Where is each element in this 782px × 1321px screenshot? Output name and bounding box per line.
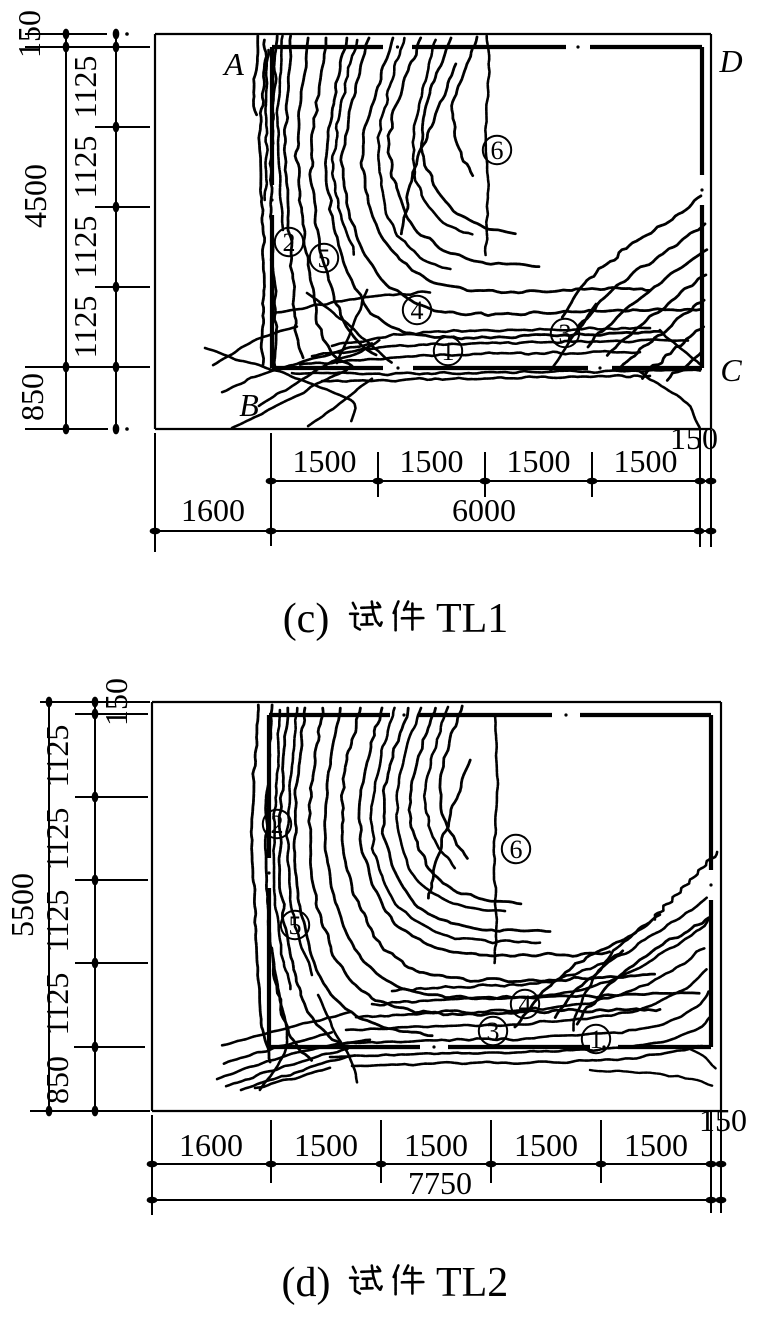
svg-text:1500: 1500 [400,443,464,479]
svg-text:TL2: TL2 [436,1260,508,1306]
svg-text:1: 1 [590,1025,603,1054]
svg-text:6: 6 [510,835,523,864]
svg-text:1125: 1125 [39,808,75,871]
svg-text:1125: 1125 [67,56,103,119]
svg-text:150: 150 [670,420,718,456]
svg-text:3: 3 [487,1017,500,1046]
svg-text:(d): (d) [282,1260,331,1306]
svg-text:850: 850 [39,1056,75,1104]
svg-text:1600: 1600 [179,1127,243,1163]
svg-text:4: 4 [519,990,532,1019]
svg-text:1600: 1600 [181,492,245,528]
svg-text:(c): (c) [283,596,330,642]
svg-text:1125: 1125 [67,136,103,199]
svg-text:1500: 1500 [293,443,357,479]
svg-text:150: 150 [699,1102,747,1138]
svg-text:1125: 1125 [39,890,75,953]
svg-text:1500: 1500 [404,1127,468,1163]
svg-text:1500: 1500 [294,1127,358,1163]
svg-text:A: A [222,46,244,82]
svg-text:5: 5 [318,244,331,273]
svg-text:1500: 1500 [514,1127,578,1163]
svg-text:5: 5 [289,911,302,940]
svg-text:150: 150 [98,678,134,726]
svg-text:1125: 1125 [39,725,75,788]
svg-text:2: 2 [283,228,296,257]
svg-text:1: 1 [442,337,455,366]
svg-text:6000: 6000 [452,492,516,528]
svg-text:1500: 1500 [507,443,571,479]
svg-text:1125: 1125 [67,216,103,279]
svg-text:850: 850 [14,373,50,421]
svg-text:D: D [718,43,742,79]
svg-text:150: 150 [11,10,47,58]
svg-text:5500: 5500 [4,873,40,937]
svg-text:B: B [239,387,259,423]
svg-text:TL1: TL1 [436,596,508,642]
svg-text:1500: 1500 [624,1127,688,1163]
svg-text:6: 6 [491,136,504,165]
svg-text:1125: 1125 [39,973,75,1036]
svg-text:1500: 1500 [614,443,678,479]
svg-text:4500: 4500 [17,164,53,228]
svg-text:4: 4 [411,296,424,325]
svg-text:1125: 1125 [67,296,103,359]
svg-text:7750: 7750 [408,1165,472,1201]
svg-text:C: C [720,352,742,388]
svg-text:3: 3 [559,319,572,348]
svg-text:2: 2 [271,810,284,839]
